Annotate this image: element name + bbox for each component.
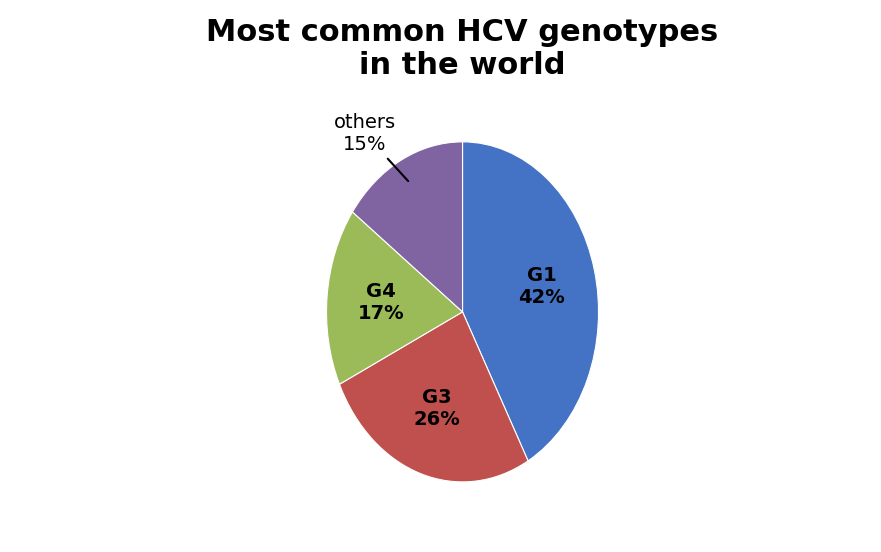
Title: Most common HCV genotypes
in the world: Most common HCV genotypes in the world — [206, 18, 719, 81]
Wedge shape — [339, 312, 528, 482]
Text: G3
26%: G3 26% — [414, 389, 461, 429]
Text: G4
17%: G4 17% — [358, 282, 404, 323]
Text: G1
42%: G1 42% — [518, 266, 565, 307]
Wedge shape — [463, 142, 598, 461]
Wedge shape — [352, 142, 463, 312]
Wedge shape — [327, 212, 463, 384]
Text: others
15%: others 15% — [334, 113, 408, 181]
